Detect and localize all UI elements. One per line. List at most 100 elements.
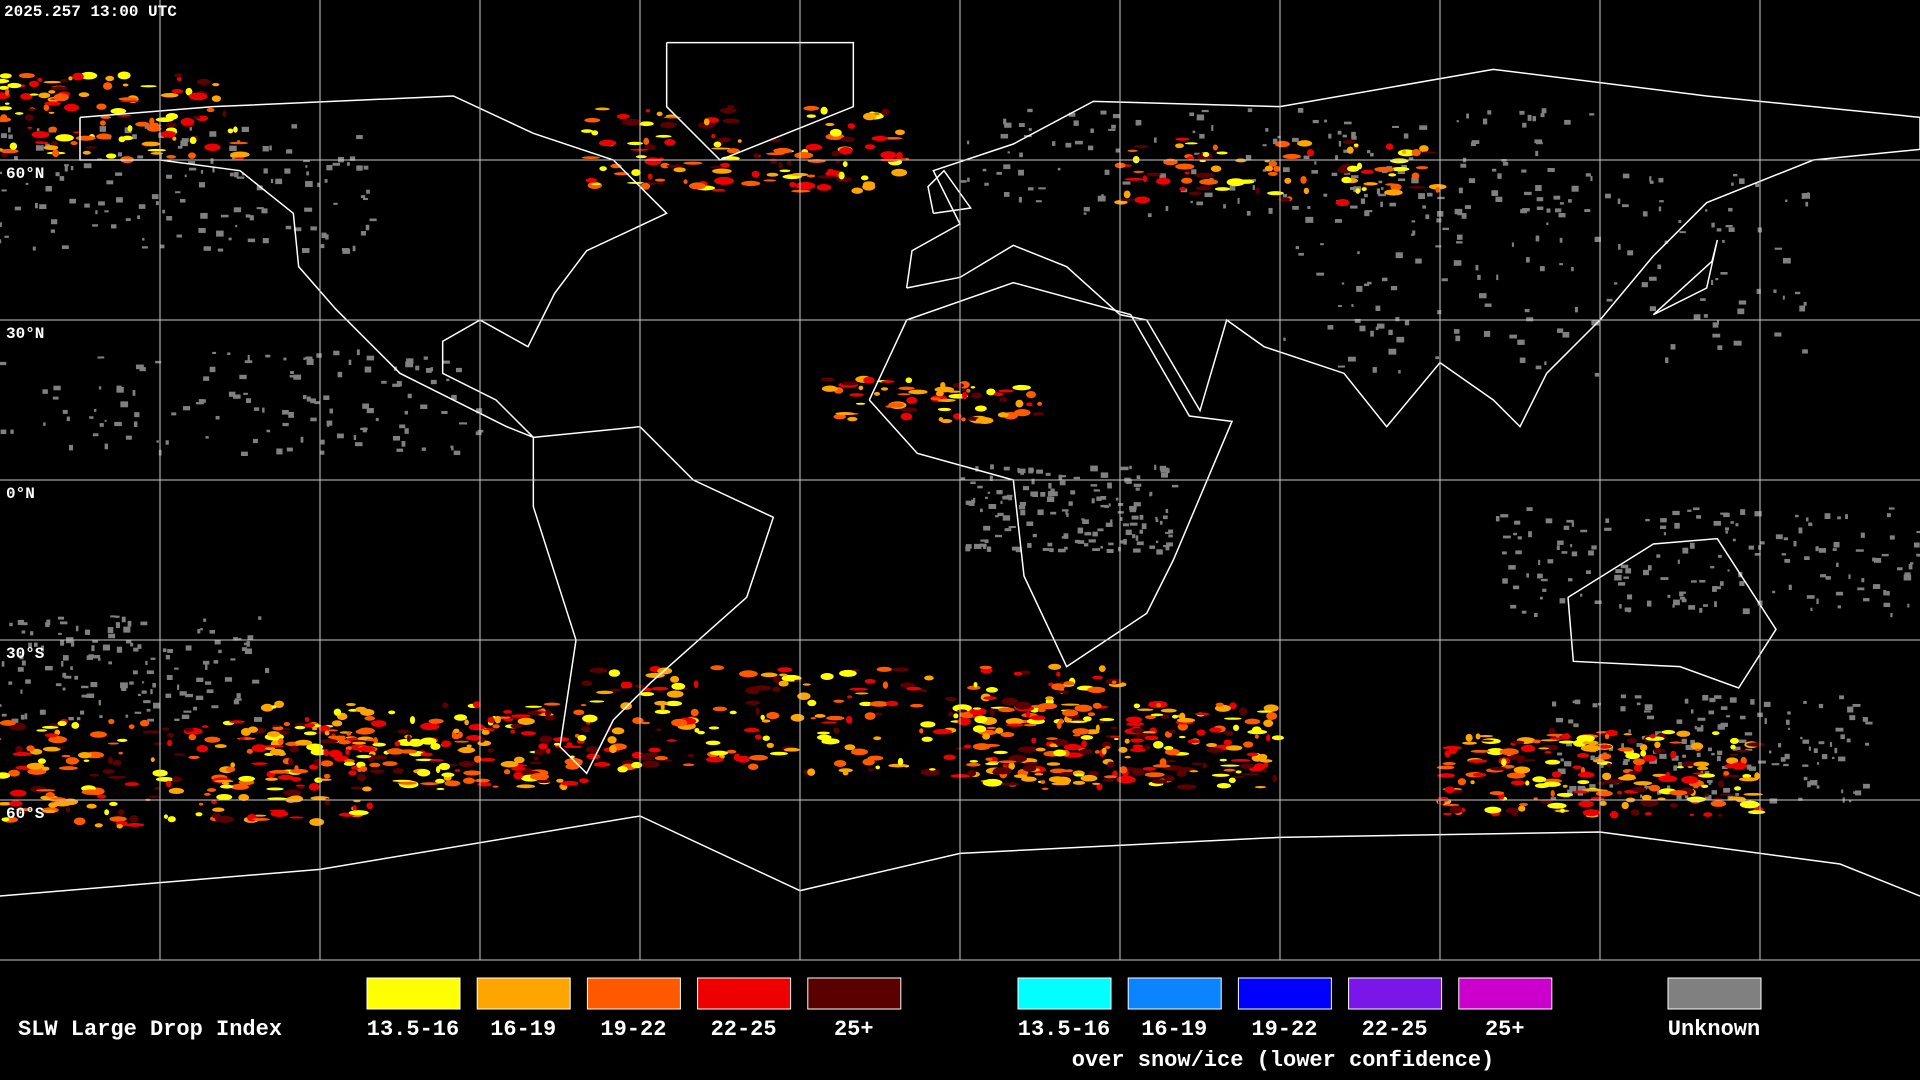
cloud-drop xyxy=(1415,166,1429,170)
cloud-unknown xyxy=(125,435,132,440)
cloud-unknown xyxy=(1093,489,1100,492)
cloud-unknown xyxy=(1083,212,1087,215)
cloud-drop xyxy=(847,416,858,422)
cloud-drop xyxy=(833,759,847,767)
cloud-drop xyxy=(970,386,976,389)
cloud-unknown xyxy=(1614,282,1618,285)
cloud-drop xyxy=(1072,780,1085,785)
cloud-drop xyxy=(1110,726,1119,730)
cloud-unknown xyxy=(116,197,123,203)
cloud-unknown xyxy=(1437,196,1445,200)
cloud-drop xyxy=(833,727,840,734)
legend-label: 13.5-16 xyxy=(1018,1017,1110,1042)
cloud-unknown xyxy=(1704,771,1710,774)
cloud-unknown xyxy=(1646,600,1652,607)
legend-label: 16-19 xyxy=(490,1017,556,1042)
cloud-unknown xyxy=(237,140,241,144)
cloud-unknown xyxy=(97,356,105,359)
cloud-drop xyxy=(1649,734,1656,739)
cloud-unknown xyxy=(446,378,450,382)
cloud-unknown xyxy=(1031,478,1035,485)
cloud-drop xyxy=(464,719,469,726)
cloud-drop xyxy=(48,736,68,744)
cloud-unknown xyxy=(61,245,69,250)
cloud-drop xyxy=(892,667,910,672)
cloud-unknown xyxy=(141,690,147,694)
cloud-unknown xyxy=(1141,523,1147,530)
cloud-unknown xyxy=(364,366,372,373)
cloud-unknown xyxy=(1295,246,1300,250)
cloud-unknown xyxy=(142,237,145,241)
cloud-drop xyxy=(310,749,325,753)
cloud-unknown xyxy=(125,218,131,222)
cloud-drop xyxy=(1228,777,1236,784)
cloud-drop xyxy=(937,398,956,402)
cloud-drop xyxy=(806,174,816,178)
cloud-drop xyxy=(639,691,655,697)
cloud-unknown xyxy=(1818,741,1825,745)
cloud-unknown xyxy=(1785,199,1788,203)
cloud-drop xyxy=(0,148,19,154)
cloud-unknown xyxy=(1135,119,1140,126)
cloud-drop xyxy=(656,728,662,732)
cloud-unknown xyxy=(1678,220,1682,223)
cloud-drop xyxy=(961,417,966,422)
cloud-drop xyxy=(102,82,113,90)
cloud-drop xyxy=(1159,758,1167,766)
cloud-drop xyxy=(165,780,172,788)
cloud-unknown xyxy=(980,539,986,542)
cloud-drop xyxy=(1001,697,1018,706)
cloud-unknown xyxy=(1111,124,1116,129)
cloud-drop xyxy=(373,755,387,760)
cloud-drop xyxy=(1748,810,1766,815)
cloud-drop xyxy=(697,730,705,735)
cloud-drop xyxy=(631,169,641,176)
cloud-drop xyxy=(472,701,481,709)
cloud-unknown xyxy=(155,201,159,206)
cloud-unknown xyxy=(990,464,994,470)
legend-swatch xyxy=(1458,977,1553,1010)
cloud-unknown xyxy=(1457,213,1466,216)
cloud-unknown xyxy=(1000,500,1003,505)
cloud-drop xyxy=(1048,663,1062,670)
cloud-unknown xyxy=(1105,522,1113,527)
cloud-unknown xyxy=(1810,607,1813,612)
cloud-drop xyxy=(229,141,249,145)
cloud-drop xyxy=(651,686,669,691)
cloud-drop xyxy=(581,156,600,160)
cloud-unknown xyxy=(1484,303,1492,307)
cloud-unknown xyxy=(353,435,357,440)
cloud-unknown xyxy=(1589,113,1595,116)
cloud-drop xyxy=(1730,744,1736,750)
cloud-unknown xyxy=(1775,534,1783,540)
cloud-drop xyxy=(150,757,155,762)
cloud-unknown xyxy=(407,393,412,399)
cloud-unknown xyxy=(1468,178,1476,184)
cloud-drop xyxy=(573,709,585,716)
cloud-unknown xyxy=(1087,145,1094,151)
cloud-unknown xyxy=(58,632,62,635)
cloud-unknown xyxy=(247,354,250,361)
legend-swatch xyxy=(1667,977,1762,1010)
cloud-unknown xyxy=(316,353,322,358)
cloud-unknown xyxy=(360,231,366,236)
cloud-unknown xyxy=(147,718,154,722)
cloud-unknown xyxy=(1501,551,1507,555)
cloud-unknown xyxy=(253,407,260,411)
cloud-unknown xyxy=(74,675,79,680)
cloud-drop xyxy=(529,761,543,765)
cloud-drop xyxy=(1176,714,1185,718)
cloud-drop xyxy=(294,739,313,746)
cloud-drop xyxy=(1184,142,1198,145)
cloud-unknown xyxy=(1806,595,1815,599)
cloud-drop xyxy=(687,753,695,758)
cloud-drop xyxy=(326,729,338,732)
cloud-drop xyxy=(839,147,853,155)
cloud-drop xyxy=(524,705,543,708)
cloud-unknown xyxy=(1682,754,1686,758)
cloud-unknown xyxy=(1798,527,1803,534)
cloud-unknown xyxy=(1594,600,1602,605)
cloud-unknown xyxy=(1644,710,1651,713)
cloud-unknown xyxy=(1196,201,1204,206)
cloud-unknown xyxy=(1657,264,1662,270)
